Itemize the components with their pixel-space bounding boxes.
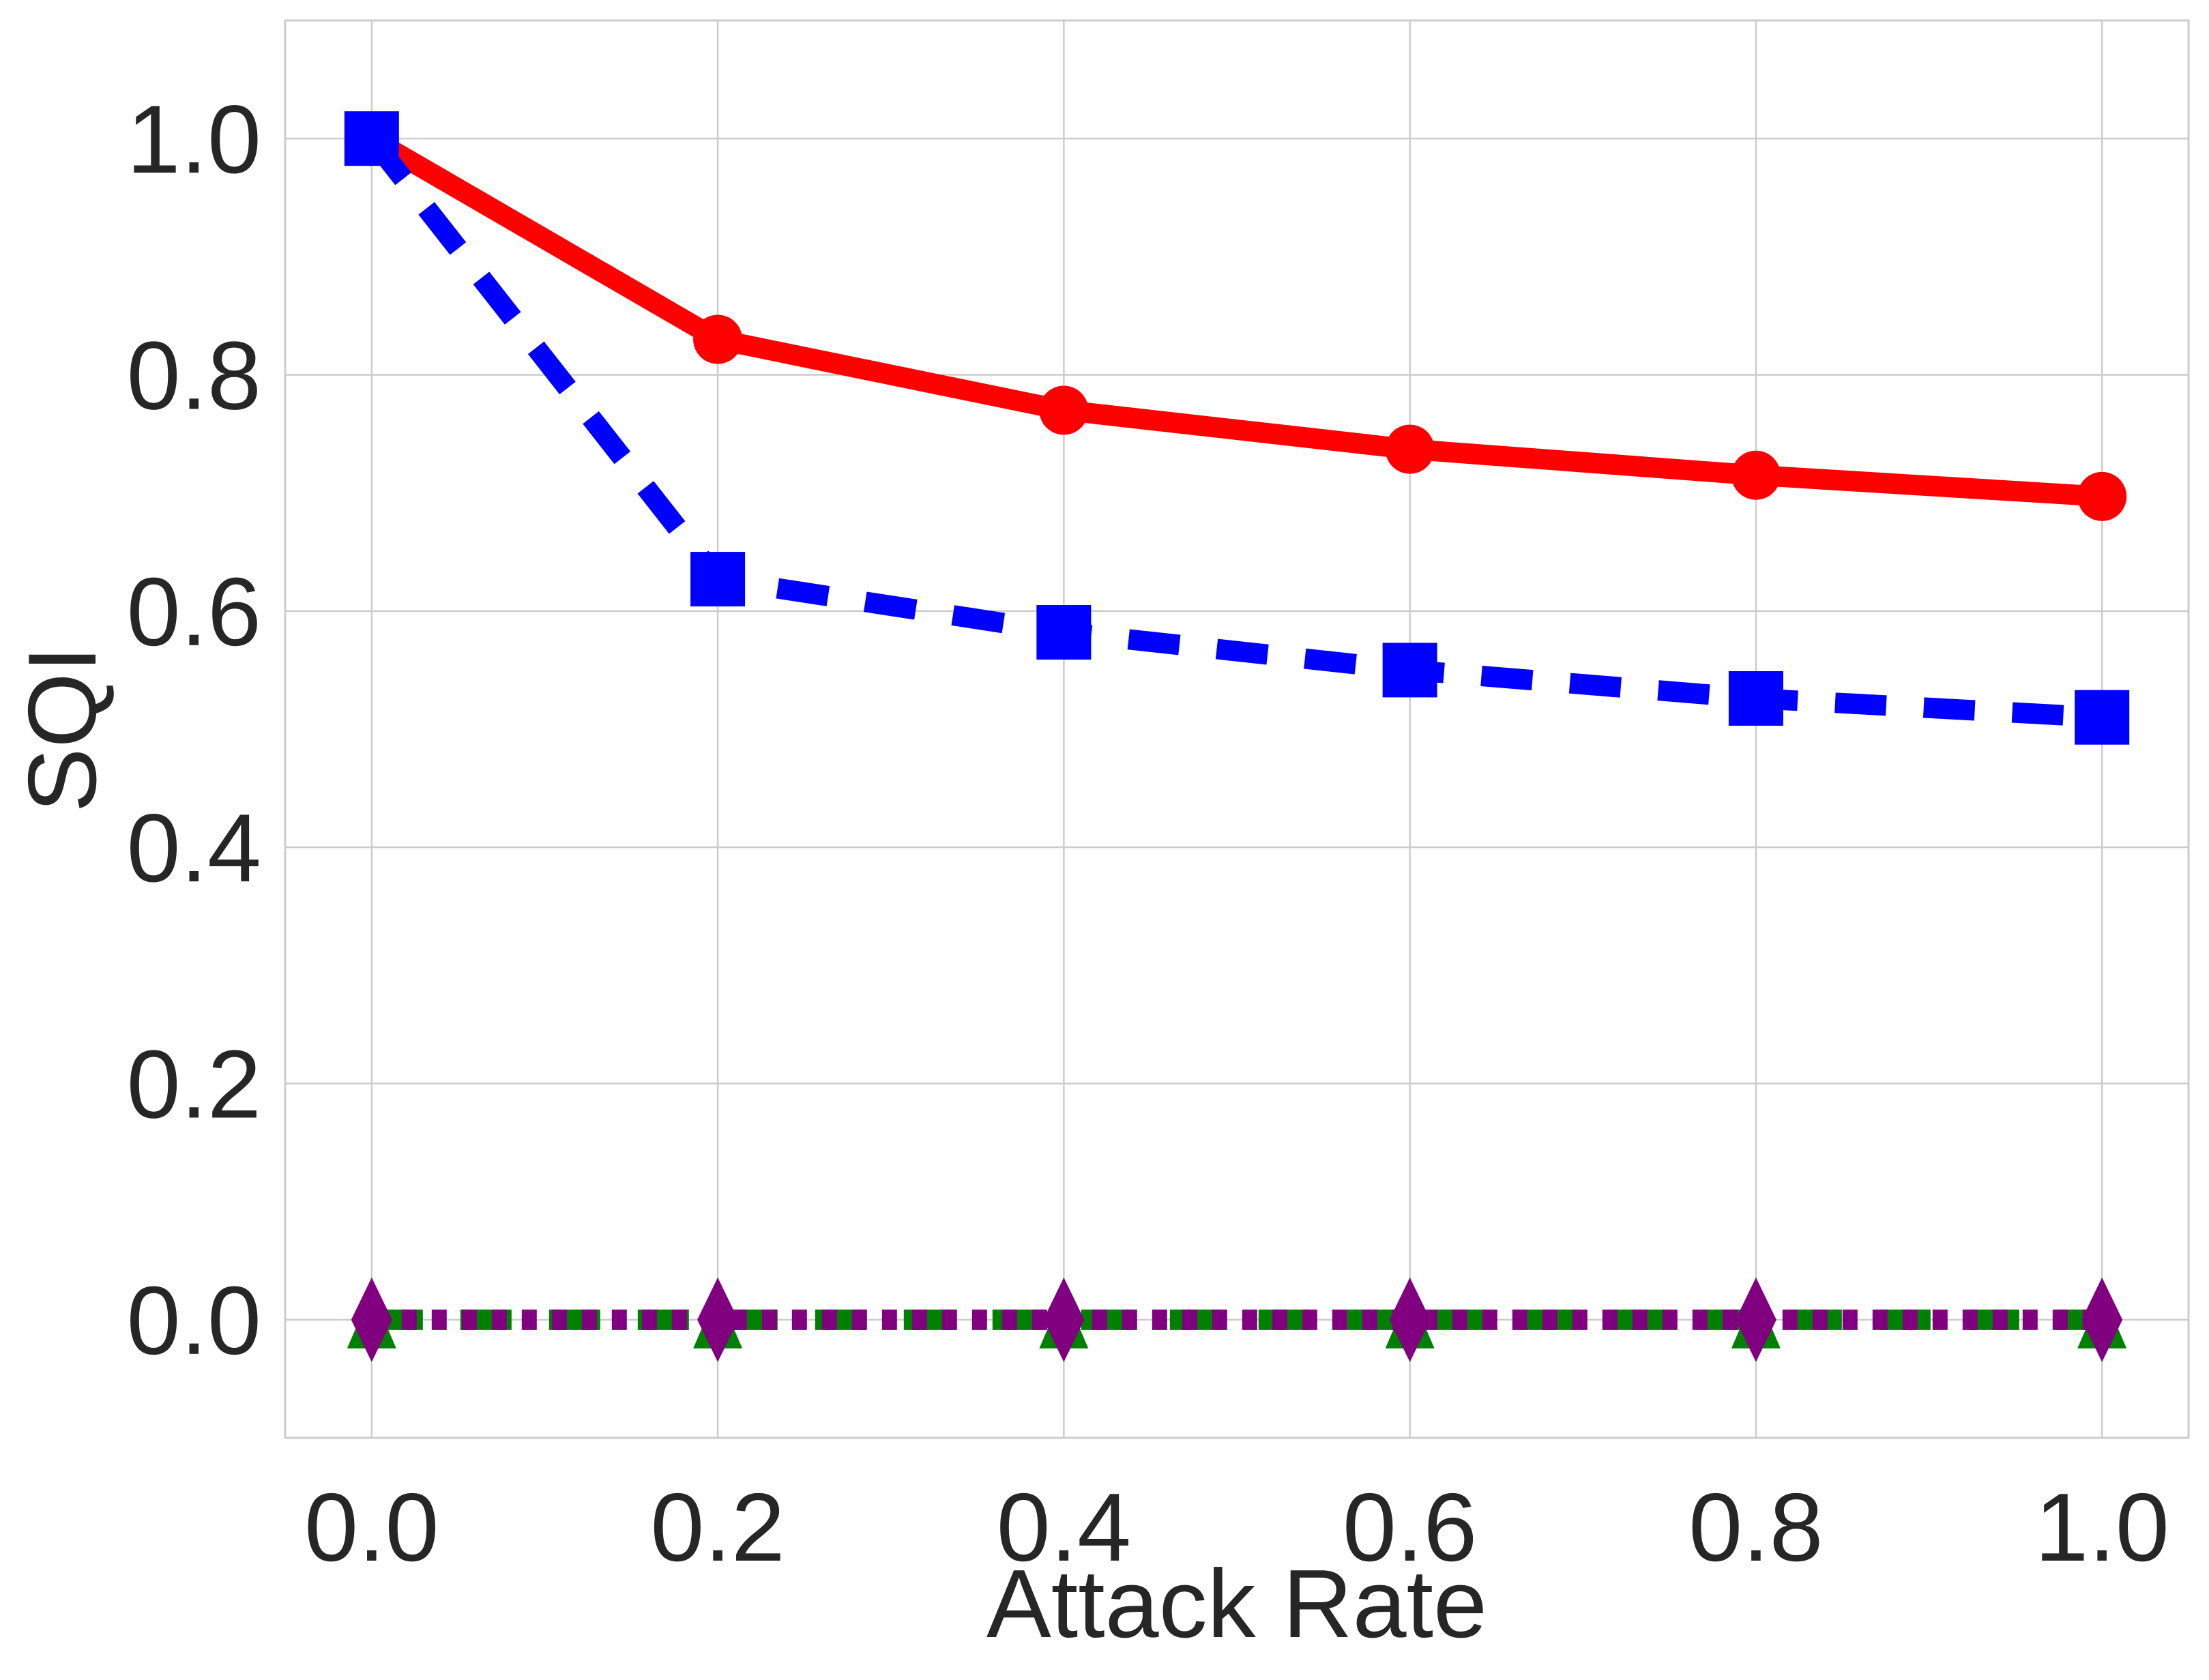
data-point (1735, 1277, 1776, 1362)
data-point (2075, 690, 2130, 745)
grid (285, 20, 2189, 1438)
data-point (693, 314, 743, 364)
y-tick-label: 0.2 (127, 1031, 261, 1139)
y-axis-label: SQI (8, 646, 117, 813)
data-point (1385, 424, 1435, 474)
y-tick-label: 0.0 (127, 1267, 261, 1375)
data-point (1389, 1277, 1431, 1362)
data-point (1043, 1277, 1085, 1362)
x-tick-label: 0.6 (1343, 1473, 1477, 1582)
series-2 (344, 111, 2130, 745)
series-line (366, 130, 2103, 507)
y-tick-label: 0.6 (127, 558, 261, 666)
y-tick-label: 0.4 (127, 794, 261, 902)
series-4 (351, 1277, 2123, 1362)
data-point (2081, 1277, 2123, 1362)
plot-frame (284, 19, 2190, 1439)
y-tick-label: 0.8 (127, 322, 261, 430)
x-tick-label: 0.8 (1688, 1473, 1823, 1582)
data-point (1728, 670, 1783, 726)
data-point (1382, 643, 1437, 698)
data-point (1036, 605, 1092, 660)
series-layer (344, 111, 2130, 1362)
y-tick-label: 1.0 (127, 85, 261, 194)
data-point (1039, 385, 1089, 435)
x-tick-label: 0.2 (650, 1473, 785, 1582)
data-point (351, 1277, 392, 1362)
series-line (364, 132, 2103, 728)
data-point (344, 111, 399, 166)
data-point (690, 552, 746, 607)
data-point (697, 1277, 739, 1362)
x-axis-label: Attack Rate (986, 1550, 1487, 1658)
x-tick-label: 0.4 (997, 1473, 1131, 1582)
x-tick-label: 1.0 (2034, 1473, 2169, 1582)
data-point (2077, 471, 2127, 521)
tick-labels: 0.0 0.2 0.4 0.6 0.8 1.0 0.0 0.2 0.4 0.6 0.8 1.0 (127, 85, 2169, 1582)
x-tick-label: 0.0 (304, 1473, 439, 1582)
data-point (1731, 450, 1781, 500)
